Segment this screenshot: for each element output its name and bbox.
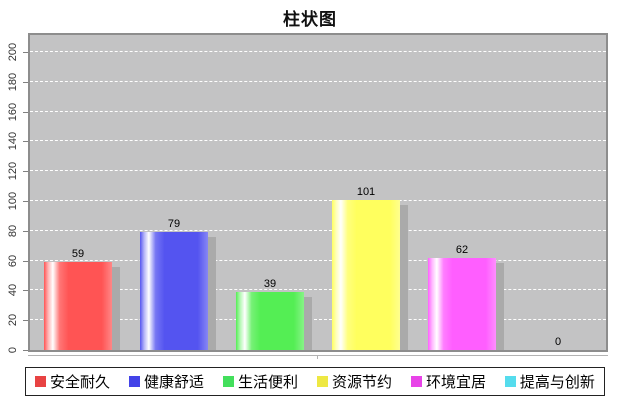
y-axis-tick-100 [23,201,28,202]
legend-item-安全耐久: 安全耐久 [35,371,110,392]
bar-slot-5: 62 [414,35,510,350]
bar-资源节约: 101 [332,186,408,350]
gridline-160 [30,110,606,112]
bar-slot-4: 101 [318,35,414,350]
bar-slot-6: 0 [510,35,606,350]
legend-item-label: 提高与创新 [519,374,595,391]
legend-item-label: 资源节约 [331,374,392,391]
x-axis-line [28,355,608,356]
legend-swatch-icon [222,376,234,387]
bar-shadow [208,237,216,350]
y-axis-tick-0 [23,350,28,351]
bars-container: 59 79 39 101 62 0 [30,35,606,350]
bar-shadow [304,296,312,350]
legend: 安全耐久 健康舒适 生活便利 资源节约 环境宜居 提高与创新 [25,367,605,396]
bar-环境宜居: 62 [428,244,504,350]
bar-value-label: 59 [71,248,85,261]
y-axis-tick-60 [23,260,28,262]
bar-健康舒适: 79 [140,218,216,350]
y-axis-tick-180 [23,81,28,83]
bar-shadow [400,204,408,350]
bar-value-label: 101 [356,185,376,198]
legend-swatch-icon [504,376,516,387]
bar-value-label: 62 [455,243,469,256]
legend-item-label: 环境宜居 [425,374,486,391]
gridline-140 [30,140,606,142]
legend-item-健康舒适: 健康舒适 [128,371,204,392]
bar-value-label: 39 [263,277,277,290]
y-axis-label-120: 120 [7,162,19,181]
legend-swatch-icon [35,376,46,387]
y-axis-tick-80 [23,230,28,232]
legend-item-环境宜居: 环境宜居 [410,371,486,392]
legend-swatch-icon [316,376,328,387]
y-axis-label-160: 160 [7,102,19,121]
legend-item-label: 健康舒适 [143,374,204,391]
y-axis-tick-120 [23,171,28,173]
gridline-40 [30,289,606,291]
y-axis-label-200: 200 [7,42,19,62]
y-axis-label-100: 100 [7,191,19,211]
bar-value-label: 0 [554,336,562,348]
y-axis-label-80: 80 [7,224,19,237]
y-axis-label-40: 40 [7,284,19,297]
y-axis-label-20: 20 [7,314,19,327]
legend-item-提高与创新: 提高与创新 [504,371,595,392]
gridline-180 [30,80,606,82]
bar-安全耐久: 59 [44,248,120,350]
bar-value-label: 79 [167,218,181,231]
gridline-60 [30,259,606,261]
y-axis-label-140: 140 [7,132,19,151]
plot-area: 59 79 39 101 62 0 [28,33,608,352]
bar-slot-1: 59 [30,35,126,350]
x-axis-center-tick [317,355,318,359]
y-axis-tick-200 [23,52,28,53]
bar-生活便利: 39 [236,278,312,350]
y-axis-label-0: 0 [7,346,19,354]
bar-shadow [496,262,504,350]
gridline-120 [30,170,606,172]
y-axis-tick-160 [23,111,28,113]
legend-item-label: 生活便利 [237,374,298,391]
bar-shadow [112,267,120,350]
legend-item-生活便利: 生活便利 [222,371,298,392]
gridline-200 [30,51,606,52]
gridline-80 [30,229,606,231]
gridline-100 [30,200,606,201]
y-axis-label-180: 180 [7,72,19,91]
legend-swatch-icon [128,376,140,387]
y-axis-label-60: 60 [7,254,19,267]
legend-item-资源节约: 资源节约 [316,371,392,392]
chart-title: 柱状图 [283,10,337,29]
gridline-20 [30,319,606,321]
bar-slot-3: 39 [222,35,318,350]
y-axis-tick-140 [23,141,28,143]
bar-slot-2: 79 [126,35,222,350]
y-axis-tick-20 [23,320,28,322]
y-axis-tick-40 [23,290,28,292]
legend-swatch-icon [410,376,422,387]
legend-item-label: 安全耐久 [50,374,111,391]
